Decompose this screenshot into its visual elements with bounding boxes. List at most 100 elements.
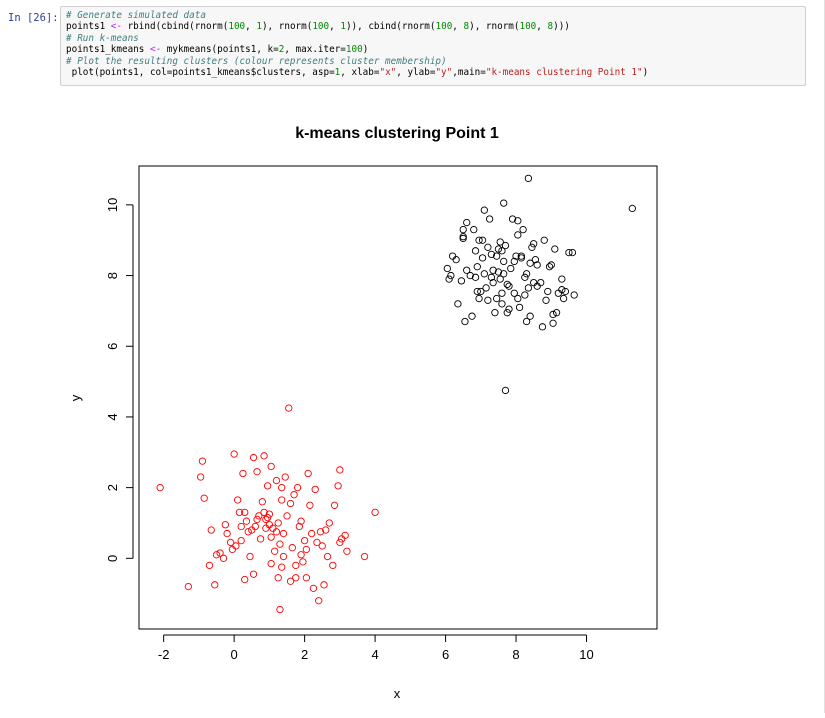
data-point	[235, 508, 244, 517]
data-point	[628, 204, 636, 213]
data-point	[221, 521, 229, 529]
data-point	[237, 522, 245, 531]
data-point	[249, 570, 258, 578]
data-point	[276, 605, 284, 614]
data-point	[223, 529, 231, 538]
code-line: # Generate simulated data	[66, 10, 805, 21]
data-point	[533, 282, 541, 290]
data-point	[198, 457, 207, 465]
data-point	[471, 247, 480, 255]
data-point	[246, 552, 254, 561]
y-axis-label: y	[68, 394, 83, 401]
data-point	[283, 512, 291, 520]
data-point	[501, 386, 510, 395]
data-point	[524, 284, 533, 292]
data-point	[510, 257, 518, 266]
data-point	[519, 225, 527, 234]
data-point	[468, 312, 476, 320]
y-tick-label: 2	[105, 484, 120, 491]
data-point	[285, 404, 293, 412]
data-point	[545, 263, 554, 271]
data-point	[485, 215, 494, 223]
data-point	[241, 575, 249, 584]
data-point	[503, 309, 511, 317]
data-point	[521, 273, 529, 281]
code-cell-editor[interactable]: # Generate simulated data points1 <- rbin…	[60, 6, 806, 86]
data-point	[205, 561, 214, 570]
data-point	[256, 535, 265, 543]
data-point	[542, 296, 550, 304]
y-tick-label: 0	[105, 555, 120, 562]
data-point	[530, 240, 538, 248]
data-point	[459, 225, 467, 234]
data-point	[473, 263, 481, 271]
data-point	[487, 250, 496, 259]
axes: -2 0 2 4 6 8 10 0 2 4 6 8 10	[105, 198, 594, 662]
data-point	[320, 581, 328, 589]
data-point	[514, 231, 522, 239]
data-point	[309, 584, 318, 593]
code-token: plot(points1, col=points1_kmeans$cluster…	[66, 66, 335, 78]
data-point	[445, 275, 453, 283]
data-point	[466, 271, 474, 280]
data-point	[156, 483, 164, 492]
code-line: points1_kmeans <- mykmeans(points1, k=2,…	[66, 44, 805, 55]
code-token: "x"	[379, 66, 397, 78]
data-point	[234, 496, 242, 504]
x-tick-label: 4	[371, 647, 378, 662]
data-point	[244, 528, 252, 536]
data-point	[184, 582, 192, 591]
code-token: "k-means clustering Point 1"	[485, 66, 643, 78]
data-point	[471, 273, 480, 281]
data-point	[517, 254, 525, 262]
data-point	[265, 510, 274, 518]
data-point	[484, 296, 492, 304]
code-token: ), rnorm(	[261, 21, 313, 33]
data-point	[475, 294, 483, 303]
data-point	[531, 256, 540, 264]
data-point	[478, 236, 487, 244]
data-point	[507, 264, 515, 273]
data-point	[489, 278, 497, 287]
data-point	[552, 309, 561, 317]
data-point	[330, 501, 339, 509]
data-point	[258, 498, 266, 506]
data-point	[200, 494, 208, 502]
data-point	[267, 559, 275, 568]
data-point	[297, 551, 305, 559]
code-token: rbind(cbind(rnorm(	[121, 21, 229, 33]
data-point	[302, 545, 311, 554]
data-point	[565, 248, 573, 257]
data-point	[279, 529, 288, 538]
code-token: 100	[228, 21, 246, 33]
x-tick-label: 10	[579, 647, 593, 662]
data-point	[500, 199, 508, 207]
data-point	[521, 291, 529, 299]
code-token: 100	[519, 21, 537, 33]
data-point	[269, 524, 277, 532]
data-point	[260, 452, 268, 460]
code-line: # Plot the resulting clusters (colour re…	[66, 56, 805, 67]
data-point	[549, 310, 557, 319]
x-tick-label: 0	[231, 647, 238, 662]
data-point	[262, 515, 270, 524]
data-point	[505, 305, 513, 313]
data-point	[253, 468, 261, 476]
data-point	[212, 551, 221, 559]
data-point	[551, 245, 559, 253]
code-token: )	[642, 66, 649, 78]
y-tick-label: 4	[105, 413, 120, 420]
data-point	[493, 252, 501, 260]
data-point	[281, 473, 289, 481]
data-point	[292, 561, 300, 570]
data-point	[232, 542, 240, 550]
code-token: , xlab=	[340, 66, 380, 78]
data-point	[260, 508, 268, 517]
data-point	[480, 270, 488, 278]
data-point	[265, 521, 274, 529]
data-point	[272, 528, 281, 536]
data-point	[292, 574, 300, 582]
data-point	[295, 522, 303, 531]
code-line: # Run k-means	[66, 33, 805, 44]
code-token: )	[362, 44, 369, 56]
